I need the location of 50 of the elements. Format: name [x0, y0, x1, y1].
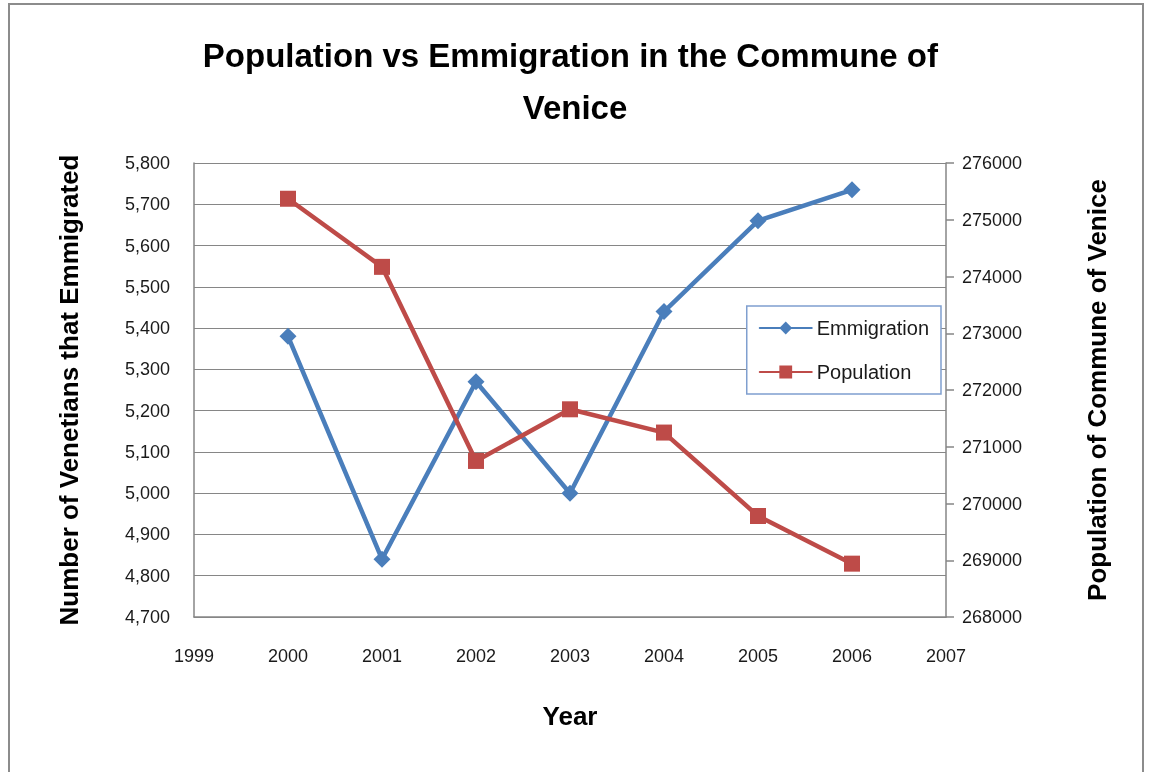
- y-tick-label: 5,400: [124, 318, 170, 339]
- y-tick-label: 5,500: [124, 276, 170, 297]
- x-tick-label: 2007: [925, 646, 967, 666]
- x-axis-title: Year: [542, 701, 598, 731]
- point: [750, 507, 766, 524]
- y-tick-label: 5,000: [124, 483, 170, 504]
- point: [749, 212, 767, 230]
- y2-tick-label: 275000: [962, 209, 1023, 230]
- y-tick-label: 5,100: [124, 441, 170, 462]
- point: [373, 550, 391, 568]
- y2-tick-label: 272000: [962, 380, 1023, 400]
- x-tick-label: 2006: [831, 646, 873, 666]
- point: [843, 181, 861, 199]
- y-tick-label: 4,700: [124, 607, 170, 627]
- point: [655, 303, 673, 321]
- x-tick-label: 2004: [643, 646, 685, 666]
- point: [656, 424, 672, 441]
- x-tick-label: 2002: [455, 646, 497, 666]
- chart-title: Population vs Emmigration in the Commune of Venice: [202, 36, 948, 126]
- point: [374, 258, 390, 275]
- y2-tick-label: 270000: [962, 493, 1023, 514]
- y-tick-label: 4,800: [124, 565, 170, 586]
- x-tick-label: 2003: [549, 646, 591, 666]
- y2-axis-title: Population of Commune of Venice: [1082, 179, 1112, 601]
- y2-tick-label: 268000: [962, 607, 1023, 627]
- point: [280, 190, 296, 207]
- y-axis-title: Number of Venetians that Emmigrated: [54, 154, 84, 626]
- y2-tick-label: 271000: [962, 436, 1023, 457]
- point: [561, 484, 579, 502]
- y2-tick-label: 274000: [962, 266, 1023, 287]
- point: [467, 373, 485, 391]
- y2-tick-label: 273000: [962, 323, 1023, 344]
- y2-tick-label: 269000: [962, 550, 1023, 571]
- x-tick-label: 2005: [737, 646, 779, 666]
- x-tick-label: 1999: [173, 646, 215, 666]
- y-tick-label: 5,700: [124, 194, 170, 215]
- point: [279, 327, 297, 345]
- y2-tick-label: 276000: [962, 153, 1023, 173]
- y-tick-label: 5,600: [124, 235, 170, 256]
- legend-label: Population: [816, 361, 912, 383]
- y-tick-label: 4,900: [124, 524, 170, 545]
- point: [468, 452, 484, 469]
- x-tick-label: 2000: [267, 646, 309, 666]
- y-tick-label: 5,800: [124, 153, 170, 173]
- x-tick-label: 2001: [361, 646, 403, 666]
- point: [562, 401, 578, 418]
- point: [844, 555, 860, 572]
- y-tick-label: 5,200: [124, 400, 170, 421]
- legend-label: Emmigration: [816, 317, 930, 339]
- y-tick-label: 5,300: [124, 359, 170, 380]
